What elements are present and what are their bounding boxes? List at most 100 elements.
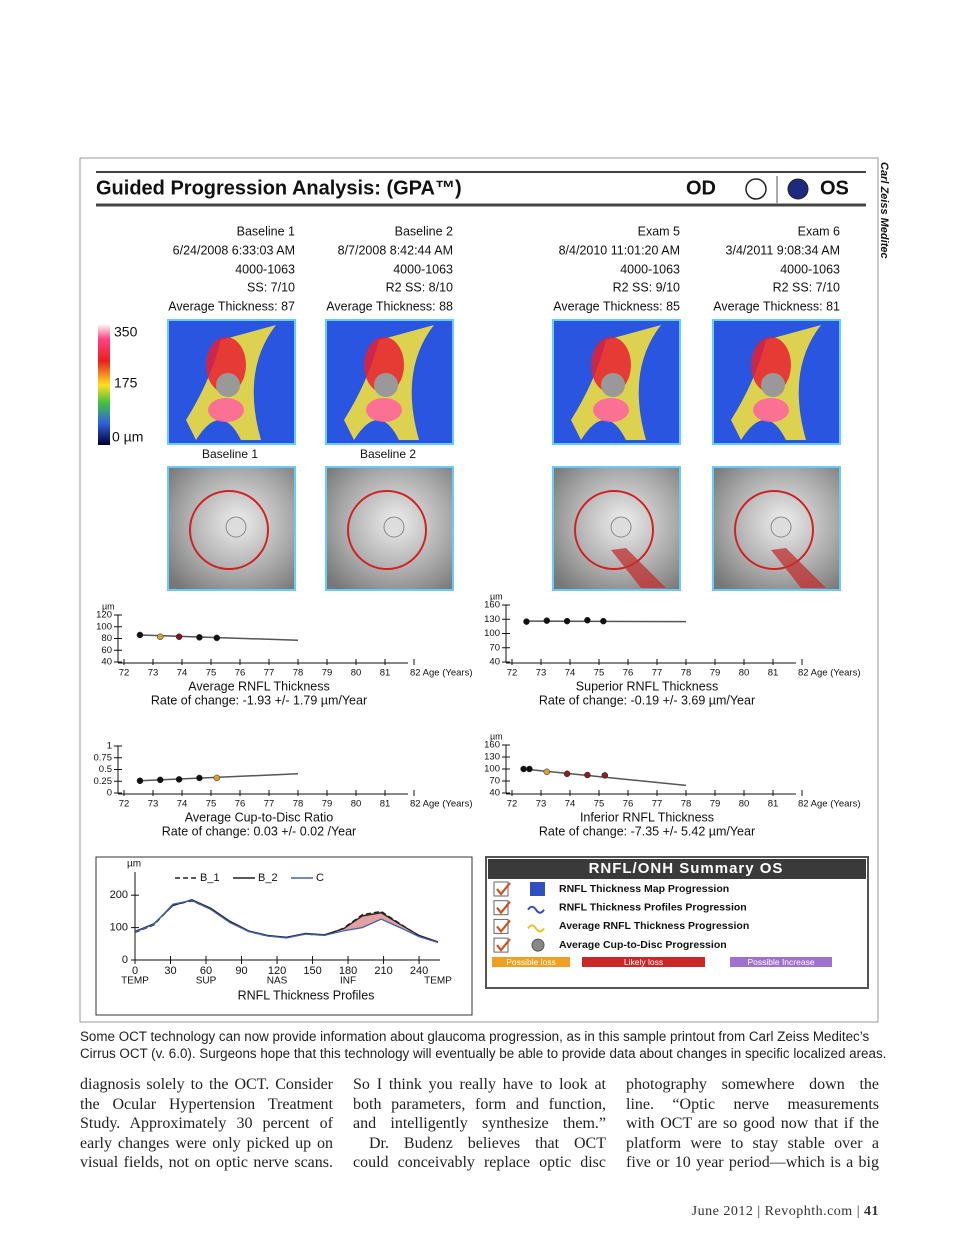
body-line: five or 10 year period—which is a big (626, 1154, 879, 1171)
scan-circle (189, 490, 269, 570)
progression-sector (771, 548, 826, 588)
data-point (543, 768, 551, 776)
body-line: line. “Optic nerve measurements (626, 1095, 879, 1113)
x-tick-label: 79 (710, 799, 721, 810)
exam-info: Exam 6 (798, 224, 840, 238)
y-tick-label: 70 (489, 642, 500, 653)
eye-radio (787, 178, 809, 200)
color-scale (98, 325, 110, 445)
legend-bar-label: Possible loss (506, 957, 556, 967)
data-point (175, 633, 183, 640)
data-point (601, 772, 609, 779)
y-unit: µm (490, 731, 503, 741)
legend-bar (582, 957, 705, 967)
data-point (157, 776, 164, 784)
column: diagnosis solely to the OCT. Consider the… (80, 1075, 333, 1173)
exam-info: Exam 5 (638, 224, 680, 238)
summary-row: Average RNFL Thickness Progression (559, 920, 749, 932)
body-line: diagnosis solely to the OCT. Consider (80, 1076, 333, 1093)
x-tick-label: 81 (380, 668, 391, 679)
check (496, 882, 511, 896)
data-point (136, 631, 144, 639)
data-point (175, 776, 183, 783)
optic-disc (374, 373, 398, 397)
x-tick-label: 77 (264, 668, 275, 679)
body-line: visual fields, not on optic nerve scans. (80, 1154, 333, 1171)
figure-title: Guided Progression Analysis: (GPA™) (96, 177, 462, 199)
trend-title: Superior RNFL Thickness (576, 679, 718, 693)
x-tick-label: 240 (410, 965, 428, 977)
data-point (213, 774, 221, 782)
credit: Carl Zeiss Meditec (878, 162, 890, 259)
x-tick-label: 150 (303, 965, 321, 977)
footer: June 2012 | Revophth.com | 41 (691, 1204, 879, 1219)
summary-row: Average Cup-to-Disc Progression (559, 939, 727, 951)
x-tick-label: 75 (594, 799, 605, 810)
row-icon (530, 882, 545, 896)
x-tick-label: 73 (148, 668, 159, 679)
x-tick-label: 81 (768, 799, 779, 810)
disc (383, 516, 405, 538)
legend-label: B_1 (200, 872, 220, 884)
body-line: and intelligently synthesize them.” (353, 1115, 606, 1132)
checkbox (493, 937, 509, 953)
body-line: Study. Approximately 30 percent of (80, 1115, 333, 1132)
body-line: early changes were only picked up on (80, 1134, 333, 1152)
caption-line: Some OCT technology can now provide info… (80, 1029, 870, 1044)
caption: Some OCT technology can now provide info… (80, 1028, 887, 1062)
x-tick-label: 80 (351, 799, 362, 810)
x-tick-label: 72 (507, 668, 518, 679)
column: So I think you really have to look at bot… (353, 1075, 606, 1173)
scan-circle (574, 490, 654, 570)
exam-info: Baseline 2 (395, 224, 453, 238)
eye-radio (745, 178, 767, 200)
trend-rate: Rate of change: -1.93 +/- 1.79 µm/Year (151, 693, 367, 707)
x-tick-label: 73 (536, 799, 547, 810)
data-point (157, 633, 164, 640)
eye-label: OS (820, 177, 849, 199)
x-tick-label: 180 (339, 965, 357, 977)
exam-info: 4000-1063 (620, 262, 680, 276)
disc (225, 516, 247, 538)
y-tick-label: 160 (484, 740, 500, 751)
region-label: TEMP (121, 976, 149, 987)
exam-info: R2 SS: 7/10 (773, 280, 840, 294)
map-region (366, 398, 402, 422)
checkbox (493, 918, 509, 934)
data-point (584, 616, 591, 624)
profile-title: RNFL Thickness Profiles (238, 988, 375, 1002)
y-tick-label: 1 (107, 741, 112, 752)
data-point (526, 765, 533, 773)
x-tick-label: 75 (206, 668, 217, 679)
data-point (136, 777, 144, 785)
x-tick-label: 73 (148, 799, 159, 810)
x-tick-label: 72 (119, 668, 130, 679)
body-line: both parameters, form and function, (353, 1095, 606, 1113)
x-tick-label: 74 (565, 799, 576, 810)
y-tick-label: 130 (484, 752, 500, 763)
scan-circle (734, 490, 814, 570)
y-tick-label: 100 (96, 621, 112, 632)
y-tick-label: 70 (489, 776, 500, 787)
x-tick-label: 0 (132, 965, 138, 977)
checkbox (493, 900, 509, 916)
optic-disc (601, 373, 625, 397)
x-tick-label: 79 (322, 668, 333, 679)
exam-info: Baseline 1 (237, 224, 295, 238)
x-tick-label: 90 (235, 965, 247, 977)
data-point (563, 617, 571, 625)
y-tick-label: 40 (489, 657, 500, 668)
optic-disc (216, 373, 240, 397)
exam-info: 4000-1063 (393, 262, 453, 276)
x-tick-label: 74 (177, 799, 188, 810)
summary-header (488, 859, 866, 879)
x-tick-label: 74 (565, 668, 576, 679)
x-tick-label: 78 (293, 799, 304, 810)
legend-bar (492, 957, 570, 967)
map-label: Baseline 1 (202, 447, 258, 461)
trend-rate: Rate of change: -0.19 +/- 3.69 µm/Year (539, 693, 755, 707)
x-tick-label: 81 (380, 799, 391, 810)
x-tick-label: 80 (739, 799, 750, 810)
caption-line: Cirrus OCT (v. 6.0). Surgeons hope that … (80, 1046, 887, 1061)
exam-info: Average Thickness: 85 (553, 299, 680, 313)
